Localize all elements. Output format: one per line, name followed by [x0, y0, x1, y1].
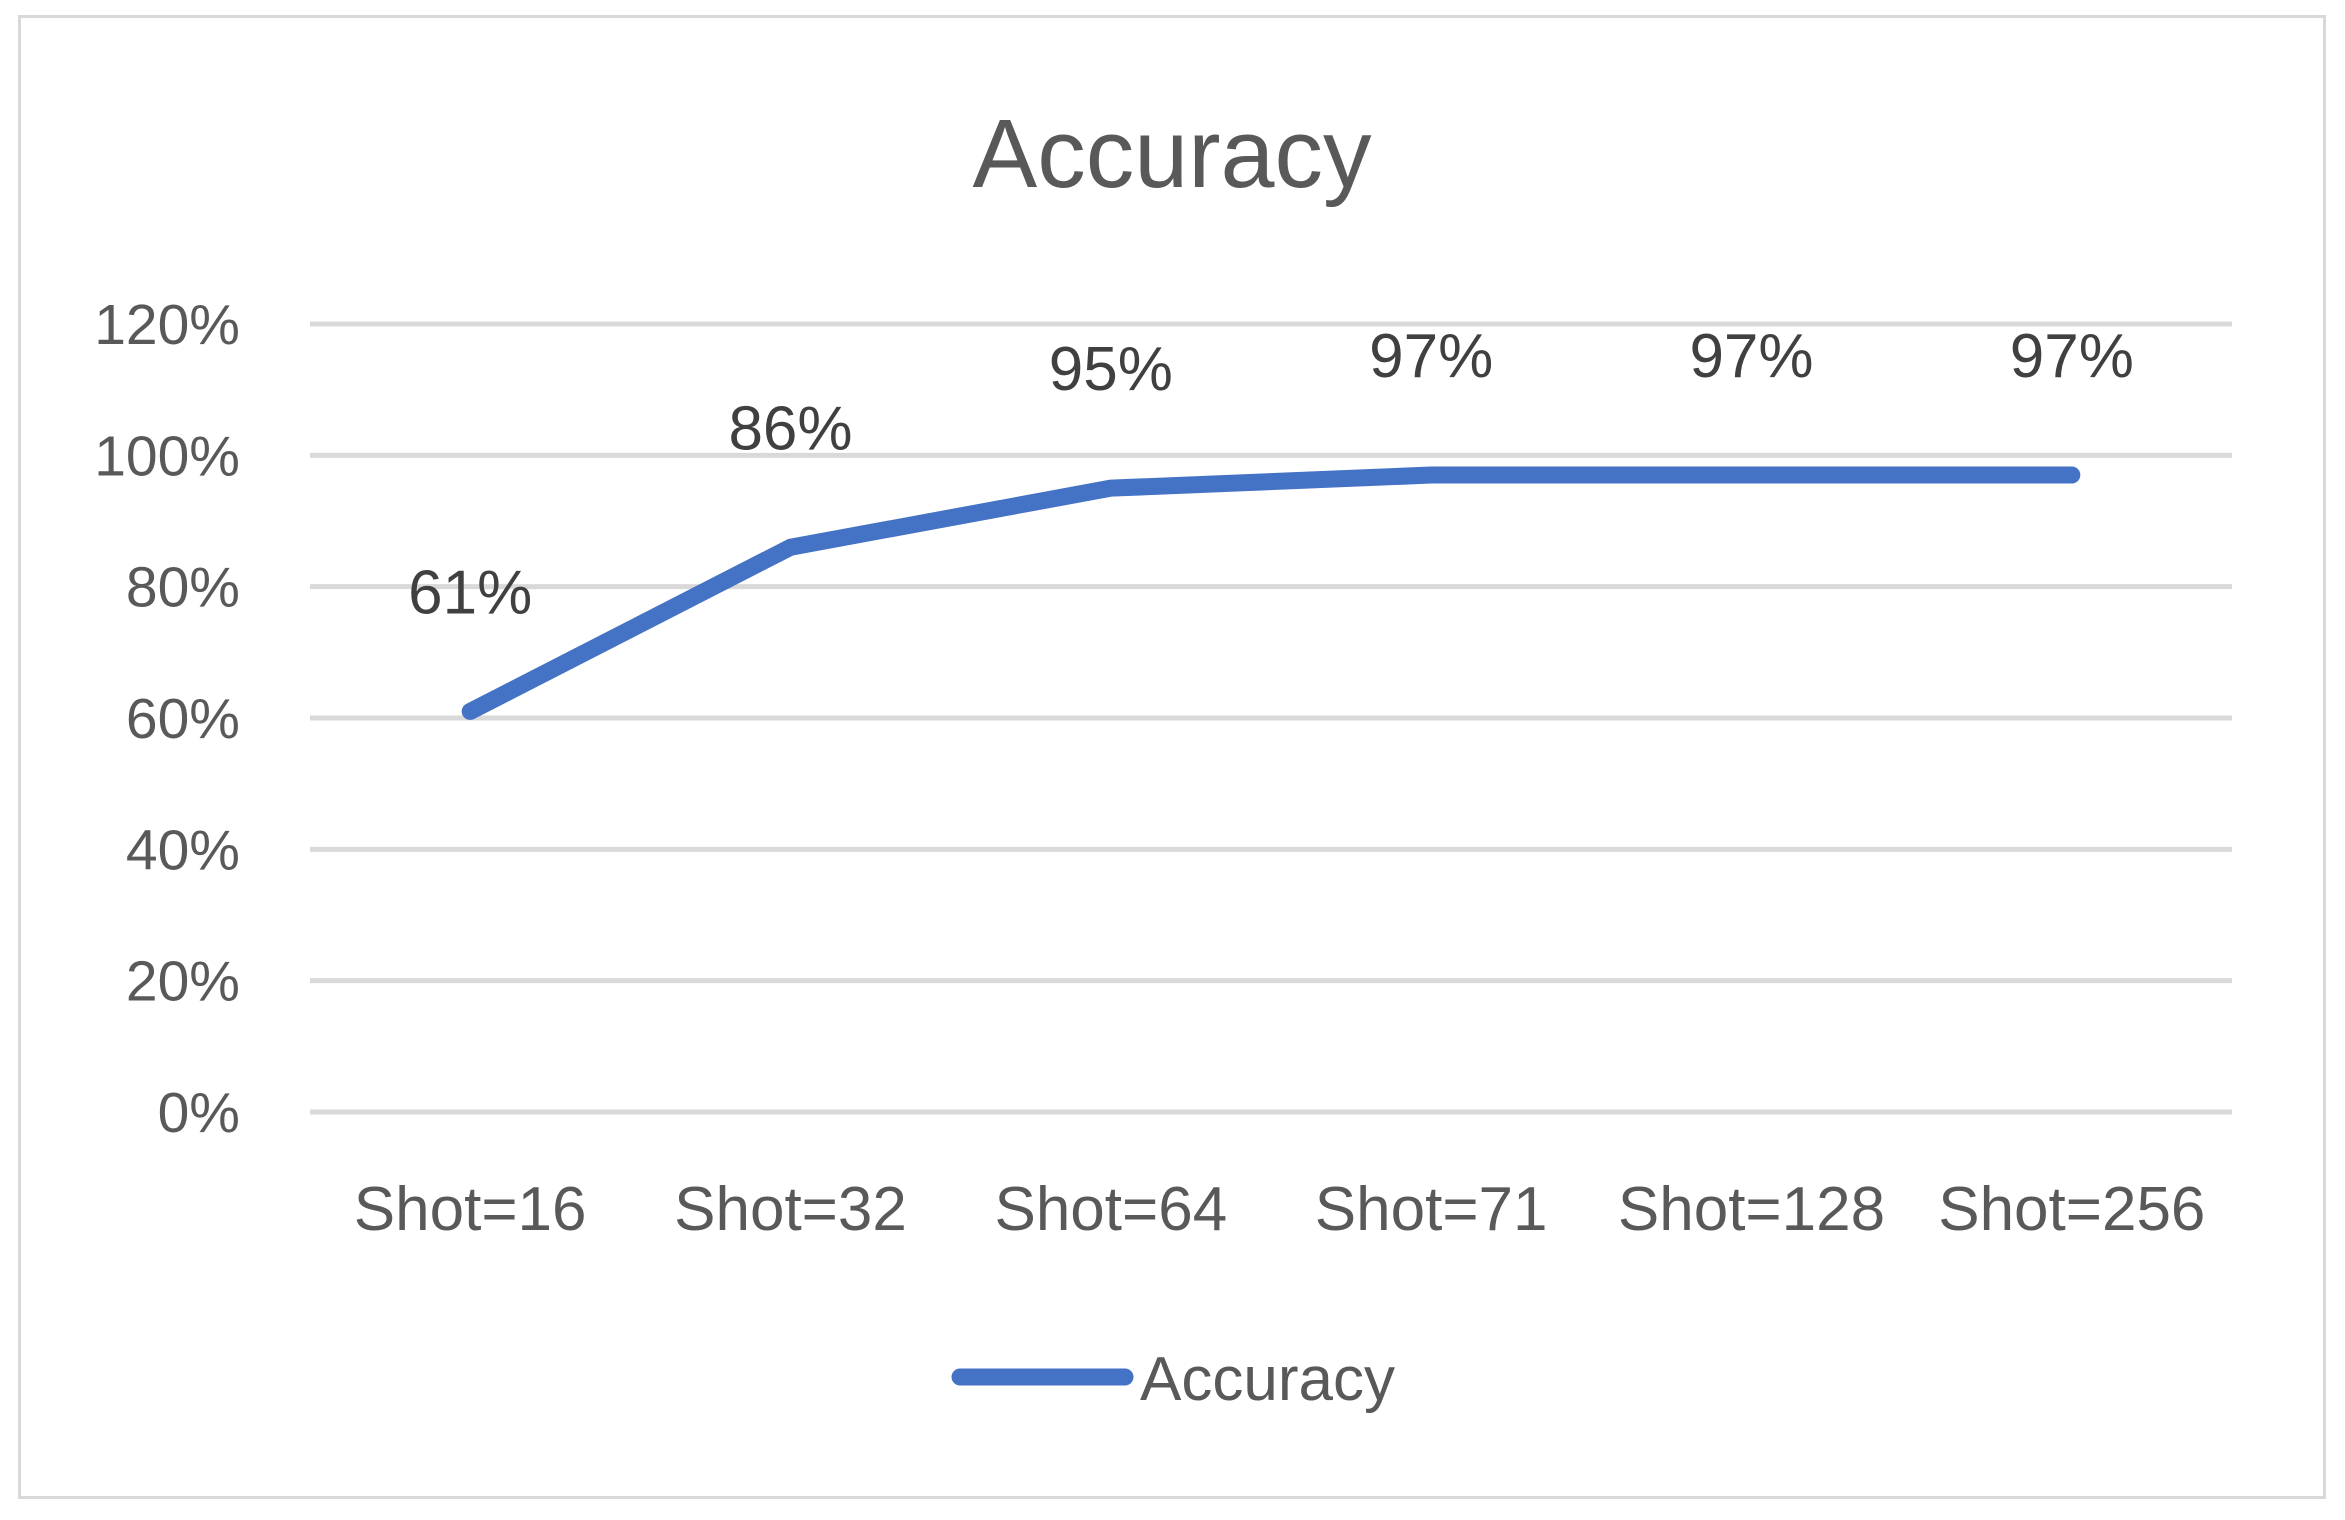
data-label: 97%	[2010, 322, 2134, 391]
x-axis-ticks: Shot=16 Shot=32 Shot=64 Shot=71 Shot=128 Shot…	[354, 1175, 2206, 1244]
x-tick-label: Shot=64	[994, 1175, 1227, 1244]
data-label: 61%	[408, 558, 532, 627]
x-tick-label: Shot=16	[354, 1175, 587, 1244]
y-tick-label: 0%	[158, 1081, 240, 1145]
y-tick-label: 40%	[126, 818, 240, 882]
y-tick-label: 80%	[126, 556, 240, 620]
data-point	[2063, 467, 2080, 484]
y-tick-label: 100%	[94, 424, 240, 488]
legend-label-accuracy: Accuracy	[1140, 1345, 1395, 1414]
chart-title: Accuracy	[973, 99, 1372, 208]
series-line-0	[461, 466, 2081, 720]
series-layer	[461, 466, 2081, 720]
data-label: 97%	[1689, 322, 1813, 391]
data-point	[1102, 480, 1119, 497]
y-tick-label: 60%	[126, 687, 240, 751]
data-point	[462, 703, 479, 720]
data-label: 86%	[728, 394, 852, 463]
legend: Accuracy	[951, 1345, 1395, 1414]
data-labels: 61% 86% 95% 97% 97% 97%	[408, 322, 2134, 627]
x-tick-label: Shot=32	[674, 1175, 907, 1244]
x-tick-label: Shot=128	[1618, 1175, 1885, 1244]
y-tick-label: 20%	[126, 950, 240, 1014]
chart-frame	[18, 15, 2326, 1499]
y-tick-label: 120%	[94, 293, 240, 357]
data-point	[782, 539, 799, 556]
x-tick-label: Shot=71	[1315, 1175, 1548, 1244]
data-label: 97%	[1369, 322, 1493, 391]
x-tick-label: Shot=256	[1938, 1175, 2205, 1244]
data-point	[1423, 467, 1440, 484]
data-point	[1743, 467, 1760, 484]
y-axis-ticks: 0% 20% 40% 60% 80% 100% 120%	[94, 293, 240, 1145]
gridlines	[310, 321, 2232, 1115]
data-label: 95%	[1049, 335, 1173, 404]
